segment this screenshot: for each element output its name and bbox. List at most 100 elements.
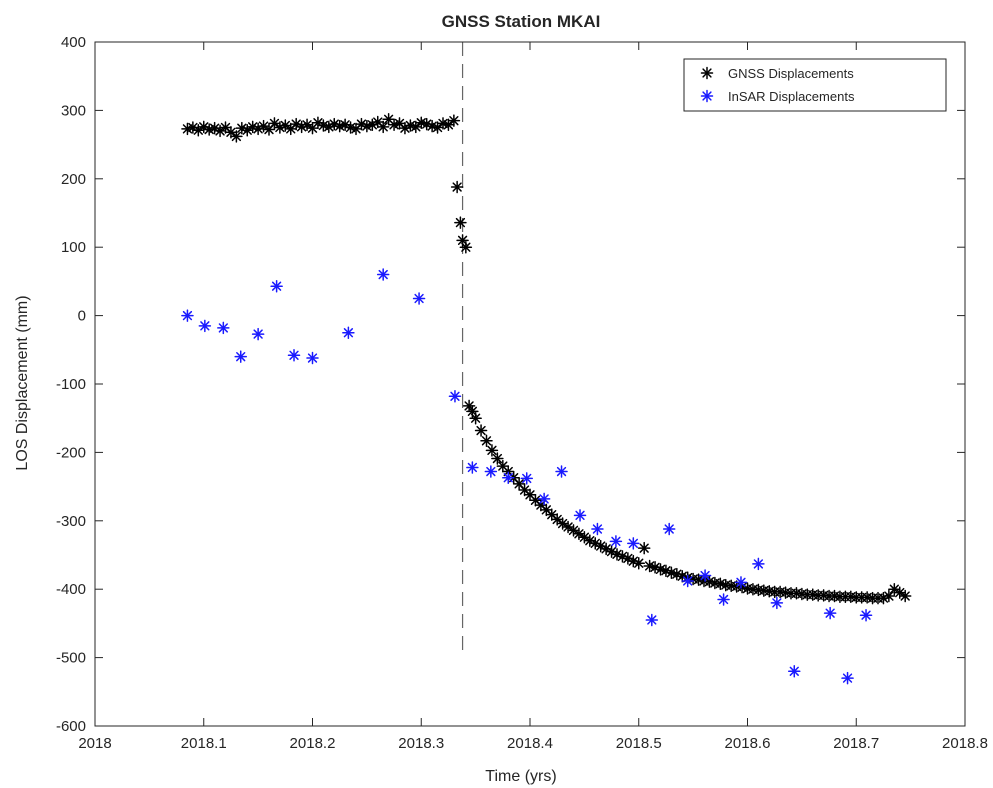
gnss-point [376,120,390,134]
x-tick-label: 2018.8 [942,735,988,752]
insar-point [306,351,319,365]
insar-point [217,321,230,335]
insar-point [841,671,854,685]
gnss-point [893,586,906,599]
gnss-point [224,126,238,139]
gnss-point [898,589,912,603]
gnss-point [469,411,482,425]
x-tick-label: 2018.5 [616,735,662,752]
insar-point [287,349,301,362]
insar-point [698,569,712,582]
gnss-point [703,575,716,588]
insar-point [627,537,640,550]
gnss-point [213,124,227,138]
gnss-point [485,444,499,457]
insar-point [181,309,194,322]
y-tick-label: 300 [61,102,86,119]
insar-point [717,593,730,606]
insar-point [466,461,479,474]
tick-layer: 2018 2018.1 2018.2 2018.3 2018.4 2018.5 2018.6… [56,34,988,752]
x-tick-label: 2018.6 [725,735,771,752]
insar-point [270,279,283,293]
gnss-point [398,121,412,135]
insar-point [484,465,498,478]
gnss-point [279,119,292,132]
gnss-point [572,527,586,541]
gnss-point [202,123,216,136]
insar-point [520,472,533,485]
legend-marker-star-insar [700,89,714,103]
insar-point [823,606,837,620]
insar-point [573,509,587,522]
insar-point [198,319,212,333]
x-tick-label: 2018.1 [181,735,227,752]
insar-point [734,576,748,589]
insar-point [788,665,801,678]
insar-point [251,327,265,341]
gnss-point [459,240,473,254]
x-axis-label: Time (yrs) [485,768,556,785]
legend-box [683,58,947,112]
gnss-point [480,434,493,448]
legend-marker-insar [700,89,714,103]
insar-point [681,574,694,588]
y-tick-label: -400 [56,581,86,598]
x-tick-label: 2018.4 [507,735,553,752]
gnss-point [230,130,243,143]
gnss-point [241,123,254,137]
gnss-point [474,424,488,437]
y-tick-label: -300 [56,513,86,530]
gnss-point [632,556,645,570]
legend-marker-star-gnss [700,66,714,80]
gnss-point [284,122,297,136]
y-tick-label: -600 [56,718,86,735]
y-tick-label: 100 [61,239,86,256]
y-tick-label: 400 [61,34,86,51]
gnss-point [578,530,591,544]
x-tick-label: 2018.3 [398,735,444,752]
insar-point [376,268,390,281]
series-insar [181,268,873,685]
legend-label-gnss: GNSS Displacements [728,66,854,81]
insar-point [537,492,551,506]
gnss-point [409,120,423,134]
gnss-point [300,118,314,132]
y-axis-label: LOS Displacement (mm) [14,295,31,470]
gnss-point [714,577,727,590]
legend-marker-gnss [700,66,714,80]
gnss-point [192,123,205,137]
insar-point [752,557,765,571]
y-tick-label: -500 [56,650,86,667]
insar-point [609,535,623,548]
y-tick-label: 200 [61,171,86,188]
x-tick-label: 2018.2 [290,735,336,752]
insar-point [645,613,659,627]
y-tick-label: -200 [56,444,86,461]
series-layer [181,113,912,685]
gnss-point [450,180,464,194]
insar-point [591,522,604,536]
gnss-point [454,216,467,229]
legend-label-insar: InSAR Displacements [728,89,855,104]
insar-point [412,292,426,305]
gnss-point [518,483,531,497]
insar-point [502,471,515,484]
chart-title: GNSS Station MKAI [442,12,601,31]
gnss-point [425,119,439,133]
insar-point [770,596,784,610]
insar-point [555,465,568,478]
gnss-point [491,452,504,465]
insar-point [342,326,355,339]
x-tick-label: 2018.7 [833,735,879,752]
gnss-point [447,114,461,127]
y-tick-label: -100 [56,376,86,393]
legend: GNSS Displacements InSAR Displacements [683,58,947,112]
insar-point [662,522,676,536]
y-tick-label: 0 [78,308,86,325]
insar-point [448,390,462,403]
x-tick-label: 2018 [78,735,111,752]
insar-point [859,608,873,622]
gnss-point [637,541,651,555]
